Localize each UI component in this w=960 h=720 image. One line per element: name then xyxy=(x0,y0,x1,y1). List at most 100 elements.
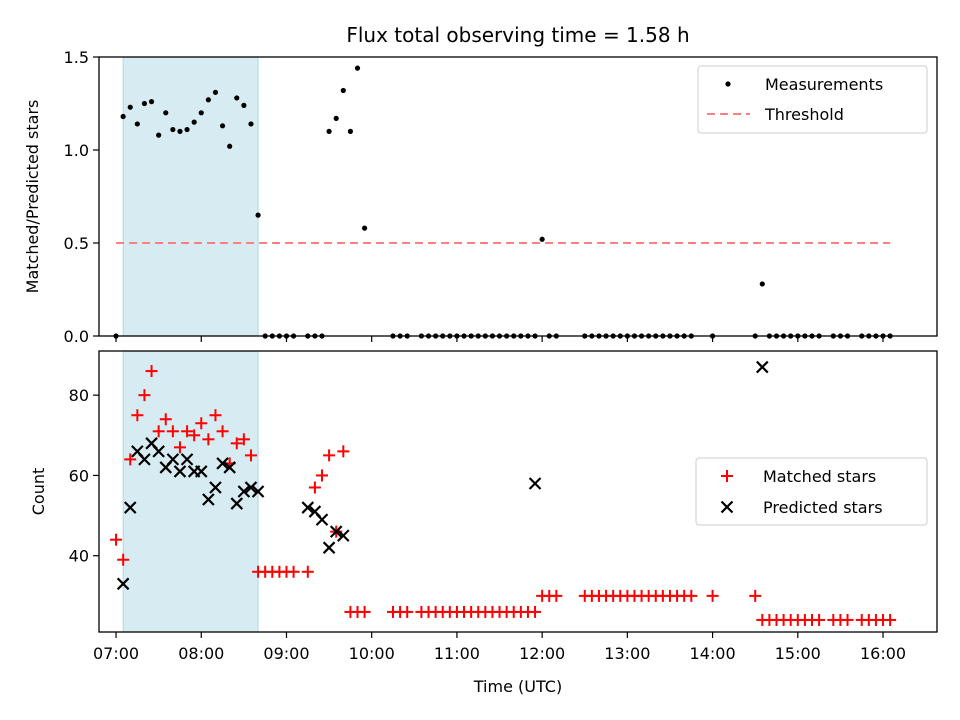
predicted-star-point xyxy=(166,453,180,466)
matched-star-point xyxy=(244,449,257,462)
legend-cross-glyph xyxy=(720,500,734,514)
predicted-star-point xyxy=(329,525,343,538)
measurement-point xyxy=(362,225,368,231)
legend-plus-glyph xyxy=(721,470,733,482)
measurement-point xyxy=(191,119,197,125)
predicted-star-point xyxy=(315,513,329,526)
matched-star-point xyxy=(401,605,414,618)
predicted-star-point xyxy=(756,360,769,374)
matched-star-point xyxy=(117,553,130,566)
predicted-star-point xyxy=(528,477,542,490)
matched-star-point xyxy=(173,441,186,454)
predicted-star-point xyxy=(209,481,222,494)
matched-star-point xyxy=(301,565,314,578)
measurement-point xyxy=(326,128,332,134)
matched-star-point xyxy=(131,409,144,422)
count-y-axis-label: Count xyxy=(29,468,48,516)
count-axes-frame xyxy=(98,350,938,633)
y-tick-label: 1.5 xyxy=(64,48,89,67)
predicted-star-point xyxy=(116,577,130,591)
legend-measurements-label: Measurements xyxy=(765,75,883,94)
matched-star-point xyxy=(209,409,222,422)
matched-star-point xyxy=(202,433,215,446)
measurement-point xyxy=(241,102,247,108)
legend-predicted-label: Predicted stars xyxy=(763,498,883,517)
y-tick-label: 80 xyxy=(69,386,89,405)
x-tick-label: 16:00 xyxy=(860,644,906,663)
measurement-point xyxy=(120,113,126,120)
predicted-star-point xyxy=(322,541,336,554)
predicted-star-point xyxy=(173,465,187,478)
ratio-legend: Measurements Threshold xyxy=(697,65,928,134)
measurement-point xyxy=(163,110,169,116)
measurement-point xyxy=(340,87,346,94)
x-tick-label: 13:00 xyxy=(604,644,650,663)
matched-star-point xyxy=(358,605,371,618)
ratio-x-ticks xyxy=(115,336,884,342)
matched-star-point xyxy=(230,437,243,450)
predicted-star-point xyxy=(194,465,208,478)
measurement-point xyxy=(255,212,261,218)
matched-star-point xyxy=(315,469,328,482)
predicted-star-point xyxy=(230,497,244,510)
measurement-point xyxy=(212,89,219,95)
matched-star-point xyxy=(550,589,563,602)
predicted-star-point xyxy=(244,481,258,494)
measurement-point xyxy=(141,100,148,107)
measurement-point xyxy=(219,123,226,129)
measurement-point xyxy=(148,99,155,105)
y-tick-label: 1.0 xyxy=(64,141,89,160)
predicted-star-point xyxy=(180,453,194,466)
measurement-point xyxy=(127,104,133,110)
x-tick-label: 08:00 xyxy=(178,644,224,663)
x-tick-label: 09:00 xyxy=(263,644,309,663)
predicted-star-point xyxy=(337,529,350,542)
predicted-star-point xyxy=(223,461,236,474)
matched-star-point xyxy=(685,589,698,602)
matched-star-point xyxy=(195,417,208,430)
y-tick-label: 0.0 xyxy=(64,327,89,346)
chart-title: Flux total observing time = 1.58 h xyxy=(346,23,689,47)
x-tick-label: 14:00 xyxy=(690,644,736,663)
matched-star-point xyxy=(152,425,165,438)
measurement-point xyxy=(248,121,254,127)
matched-star-point xyxy=(181,425,194,438)
x-tick-label: 07:00 xyxy=(93,644,139,663)
measurement-point xyxy=(184,126,190,133)
matched-star-point xyxy=(124,453,137,466)
matched-star-point xyxy=(237,433,250,446)
ratio-legend-box xyxy=(697,65,928,134)
matched-star-point xyxy=(813,613,826,626)
matched-star-point xyxy=(138,389,151,402)
matched-star-point xyxy=(323,449,336,462)
legend-measurements-marker xyxy=(725,81,731,87)
legend-threshold-label: Threshold xyxy=(764,105,844,124)
predicted-star-point xyxy=(216,457,229,470)
count-y-ticks: 40 60 80 xyxy=(69,386,99,566)
matched-star-point xyxy=(145,365,158,378)
matched-star-point xyxy=(529,605,542,618)
matched-star-points xyxy=(110,365,897,626)
count-legend-box xyxy=(695,457,928,526)
x-tick-label: 11:00 xyxy=(434,644,480,663)
matched-star-point xyxy=(884,613,897,626)
matched-star-point xyxy=(308,481,321,494)
measurement-point xyxy=(198,110,204,116)
measurement-point xyxy=(539,236,545,242)
matched-star-point xyxy=(749,589,762,602)
legend-matched-label: Matched stars xyxy=(763,467,876,486)
count-x-ticks: 07:00 08:00 09:00 10:00 11:00 12:00 13:00 14:00… xyxy=(93,632,906,663)
predicted-star-point xyxy=(152,445,165,458)
matched-star-point xyxy=(216,425,229,438)
y-tick-label: 0.5 xyxy=(64,234,89,253)
matched-star-point xyxy=(706,589,719,602)
x-tick-label: 10:00 xyxy=(349,644,395,663)
measurement-point xyxy=(354,65,361,71)
x-tick-label: 12:00 xyxy=(519,644,565,663)
x-tick-label: 15:00 xyxy=(775,644,821,663)
predicted-star-point xyxy=(138,453,151,466)
measurement-point xyxy=(170,126,176,133)
measurement-point xyxy=(177,128,183,134)
count-legend: Matched stars Predicted stars xyxy=(695,457,928,526)
matched-star-point xyxy=(188,429,201,442)
